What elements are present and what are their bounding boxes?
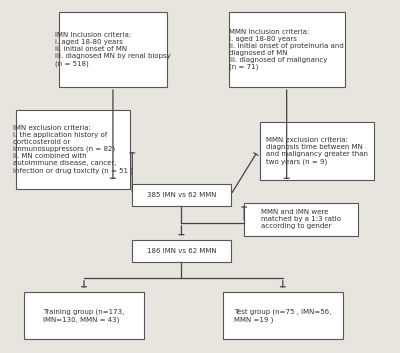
Text: MMN and IMN were
matched by a 1:3 ratio
according to gender: MMN and IMN were matched by a 1:3 ratio …	[261, 209, 341, 229]
FancyBboxPatch shape	[132, 184, 231, 206]
FancyBboxPatch shape	[229, 12, 344, 87]
Text: Training group (n=173,
IMN=130, MMN = 43): Training group (n=173, IMN=130, MMN = 43…	[43, 309, 125, 323]
FancyBboxPatch shape	[223, 292, 343, 339]
Text: MMN Inclusion criteria:
i. aged 18-80 years
ii. initial onset of proteinuria and: MMN Inclusion criteria: i. aged 18-80 ye…	[229, 29, 344, 70]
Text: IMN exclusion criteria:
i. the application history of
corticosteroid or
immunosu: IMN exclusion criteria: i. the applicati…	[13, 125, 133, 174]
FancyBboxPatch shape	[132, 240, 231, 262]
Text: IMN Inclusion criteria:
i. aged 18-80 years
ii. initial onset of MN
iii. diagnos: IMN Inclusion criteria: i. aged 18-80 ye…	[55, 32, 171, 67]
Text: 186 IMN vs 62 MMN: 186 IMN vs 62 MMN	[147, 248, 216, 254]
FancyBboxPatch shape	[244, 203, 358, 236]
FancyBboxPatch shape	[24, 292, 144, 339]
FancyBboxPatch shape	[59, 12, 167, 87]
FancyBboxPatch shape	[260, 122, 374, 180]
Text: MMN exclusion criteria:
diagnosis time between MN
and malignancy greater than
tw: MMN exclusion criteria: diagnosis time b…	[266, 137, 368, 165]
Text: 385 IMN vs 62 MMN: 385 IMN vs 62 MMN	[147, 192, 216, 198]
Text: Test group (n=75 , IMN=56,
MMN =19 ): Test group (n=75 , IMN=56, MMN =19 )	[234, 309, 332, 323]
FancyBboxPatch shape	[16, 110, 130, 189]
